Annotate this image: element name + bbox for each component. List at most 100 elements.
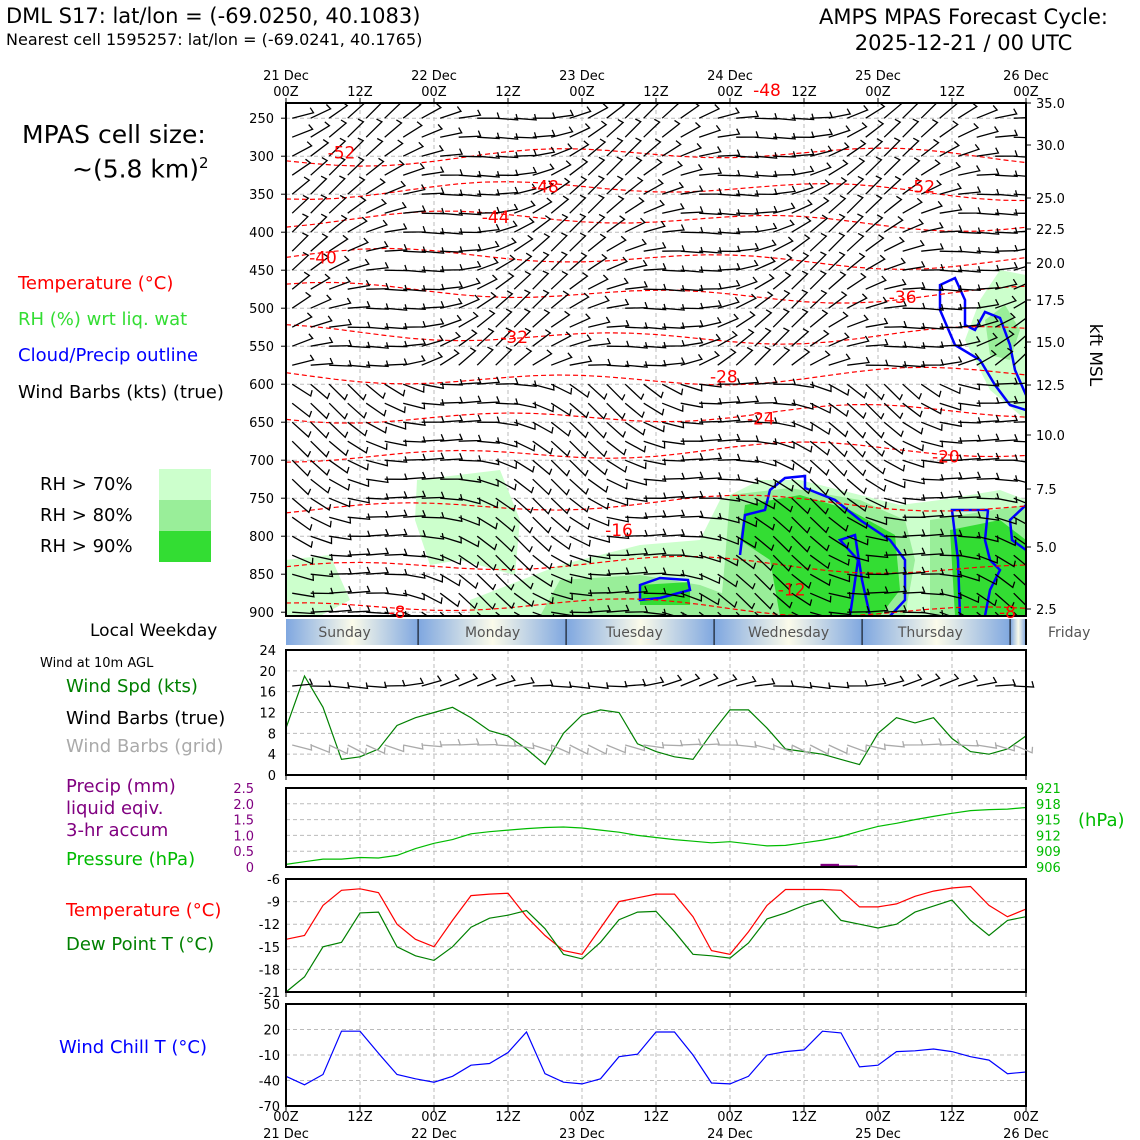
surface-wind-barb [680,738,702,746]
wind10m-label: Wind at 10m AGL [40,656,154,671]
wind-barb [587,516,610,527]
wind-barb [735,573,756,590]
temp-tick-label: -15 [259,941,280,956]
wind-barb [403,266,426,273]
wind-barb [569,232,587,252]
wind-barb [976,472,1000,480]
bottom-hour-label: 00Z [273,1110,299,1125]
wind-barb [884,320,908,328]
height-tick-label: 2.5 [1036,603,1057,618]
wind-barb [569,334,592,347]
wind-barb [495,290,514,309]
legend-rh70-label: RH > 70% [40,474,133,495]
wind-barb [495,220,518,233]
wind-barb [736,208,759,215]
wind-barb [1013,283,1026,290]
wind-barb [402,383,425,394]
surface-wind-barb [698,673,719,687]
wind-barb [624,137,643,157]
wind-barb [421,592,443,605]
wind-barb [865,516,888,526]
wind-barb [939,182,962,195]
wind-barb [643,158,663,176]
wind-barb [699,534,722,542]
wind-barb [384,284,408,292]
wind-barb [606,215,626,233]
wind-barb [458,516,481,527]
wind-barb [291,141,313,157]
wind-barb [828,573,851,583]
wind-barb [643,323,667,330]
wind-barb [569,440,589,458]
wind-barb [403,355,426,366]
wind-barb [976,208,1000,216]
wind-barb [994,592,1015,609]
wind-barb [421,103,443,119]
wind-barb [662,357,686,366]
wind-barb [329,339,353,347]
wind-barb [809,535,830,552]
weekday-label: Wednesday [748,625,829,641]
temp-contour [286,324,1026,345]
series-line [285,1030,1027,1086]
wind-barb [902,260,926,271]
wind-barb [717,279,741,290]
wind-barb [661,181,685,195]
temp-contour [286,281,1026,304]
wind-barb [495,535,515,553]
wind-barb [347,196,367,214]
bottom-hour-label: 00Z [1013,1110,1039,1125]
wind-barb [495,419,519,427]
wind-barb [513,289,531,309]
wind-barb [569,355,593,366]
wind-barb [347,361,371,368]
wind-barb [532,129,556,138]
wind-barb [939,529,963,537]
wind-barb [551,126,574,138]
surface-wind-barb [1013,744,1034,754]
wind-barb [958,336,981,347]
wind-barb [680,592,703,602]
wind-barb [791,289,809,309]
wind-barb [587,233,607,252]
wind-barb [550,310,571,328]
surface-wind-barb [384,679,406,687]
wind-barb [865,383,885,401]
temp-contour [286,181,1026,202]
wind-barb [735,592,756,610]
wind-barb [347,341,371,349]
wind-barb [643,567,667,575]
wind-barb [384,589,408,597]
wind-barb [329,533,352,541]
pressure-line [285,806,1027,865]
surface-wind-barb [699,738,721,746]
height-tick-label: 35.0 [1036,97,1065,112]
wind-barb [772,573,793,591]
temp-contour-label: -8 [389,603,406,623]
wind-speed-panel: 0 4 8 12 16 20 24 [259,644,1035,784]
wind-barb [347,118,365,138]
wind-barb [921,222,944,233]
wind-barb [421,145,444,157]
wind-barb [680,490,704,499]
wind-barb [698,350,721,366]
top-hour-label: 12Z [347,85,373,100]
wind-barb [476,497,499,509]
wind-barb [421,334,444,347]
wind-barb [513,217,535,233]
wind-barb [662,322,685,329]
windchill-tick-label: -10 [259,1049,280,1064]
wind-barb [421,283,445,291]
wind-barb [735,516,758,528]
wind-barb [588,316,611,328]
wind-barb [365,421,388,434]
wind-barb [384,201,407,214]
wind-barb [384,180,407,195]
top-hour-label: 12Z [791,85,817,100]
wind-barb [920,159,941,176]
wind-barb [643,383,664,399]
wind-barb [365,219,388,233]
wind-barb [513,459,535,473]
wind-barb [384,548,408,556]
wind-barb [569,140,590,157]
